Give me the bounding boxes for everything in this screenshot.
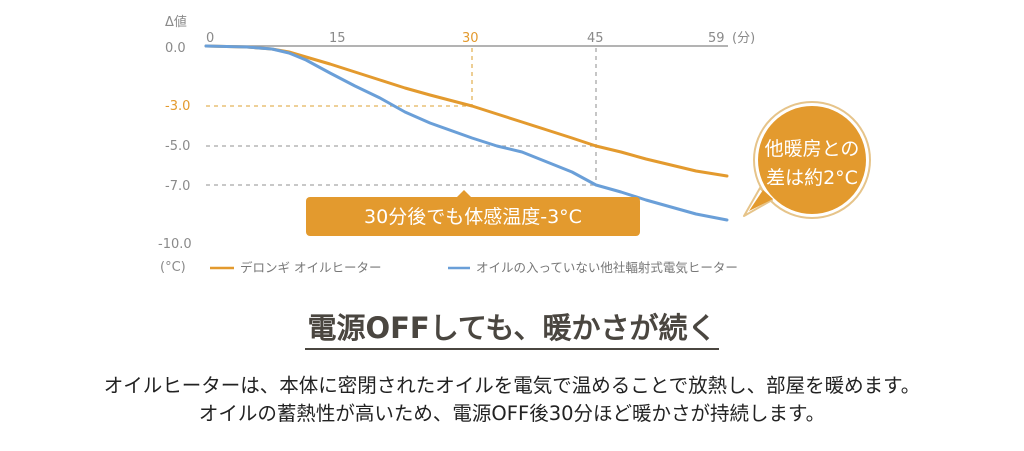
bubble-line-1: 他暖房との [765, 138, 860, 160]
y-tick: 0.0 [165, 41, 186, 56]
series-other-heater-line [204, 44, 729, 222]
headline-text: 電源OFFしても、暖かさが続く [305, 310, 719, 350]
headline: 電源OFFしても、暖かさが続く [0, 310, 1024, 350]
y-axis-ticks: 0.0 -3.0 -5.0 -7.0 -10.0 (°C) [158, 41, 192, 275]
x-tick: 15 [329, 31, 346, 46]
x-axis-ticks: 0 15 30 45 59 (分) [206, 31, 755, 46]
bubble-line-2: 差は約2°C [766, 167, 858, 189]
line-chart: Δ値 0 15 30 45 59 (分) 0.0 -3.0 -5.0 -7.0 … [158, 14, 871, 275]
callout-30min: 30分後でも体感温度-3°C [306, 190, 640, 236]
description-line-1: オイルヒーターは、本体に密閉されたオイルを電気で温めることで放熱し、部屋を暖めま… [103, 374, 921, 397]
description: オイルヒーターは、本体に密閉されたオイルを電気で温めることで放熱し、部屋を暖めま… [0, 372, 1024, 428]
series-delonghi-line [204, 44, 729, 178]
y-axis-unit: (°C) [160, 260, 186, 275]
speech-bubble-difference: 他暖房との 差は約2°C [743, 101, 871, 219]
y-tick: -7.0 [165, 179, 190, 194]
x-axis-unit: (分) [732, 31, 755, 46]
x-tick: 0 [206, 31, 214, 46]
y-tick: -5.0 [165, 139, 190, 154]
gridlines [206, 48, 597, 186]
x-tick: 59 [708, 31, 725, 46]
legend-label-delonghi: デロンギ オイルヒーター [240, 260, 381, 275]
y-tick: -10.0 [158, 237, 192, 252]
description-line-2: オイルの蓄熱性が高いため、電源OFF後30分ほど暖かさが持続します。 [198, 402, 826, 425]
x-tick-highlight: 30 [462, 31, 479, 46]
legend-label-other-heater: オイルの入っていない他社輻射式電気ヒーター [476, 260, 738, 275]
y-tick-highlight: -3.0 [165, 99, 190, 114]
legend: デロンギ オイルヒーター オイルの入っていない他社輻射式電気ヒーター [210, 260, 738, 275]
x-tick: 45 [587, 31, 604, 46]
callout-text: 30分後でも体感温度-3°C [364, 206, 582, 228]
y-axis-title: Δ値 [165, 14, 187, 30]
